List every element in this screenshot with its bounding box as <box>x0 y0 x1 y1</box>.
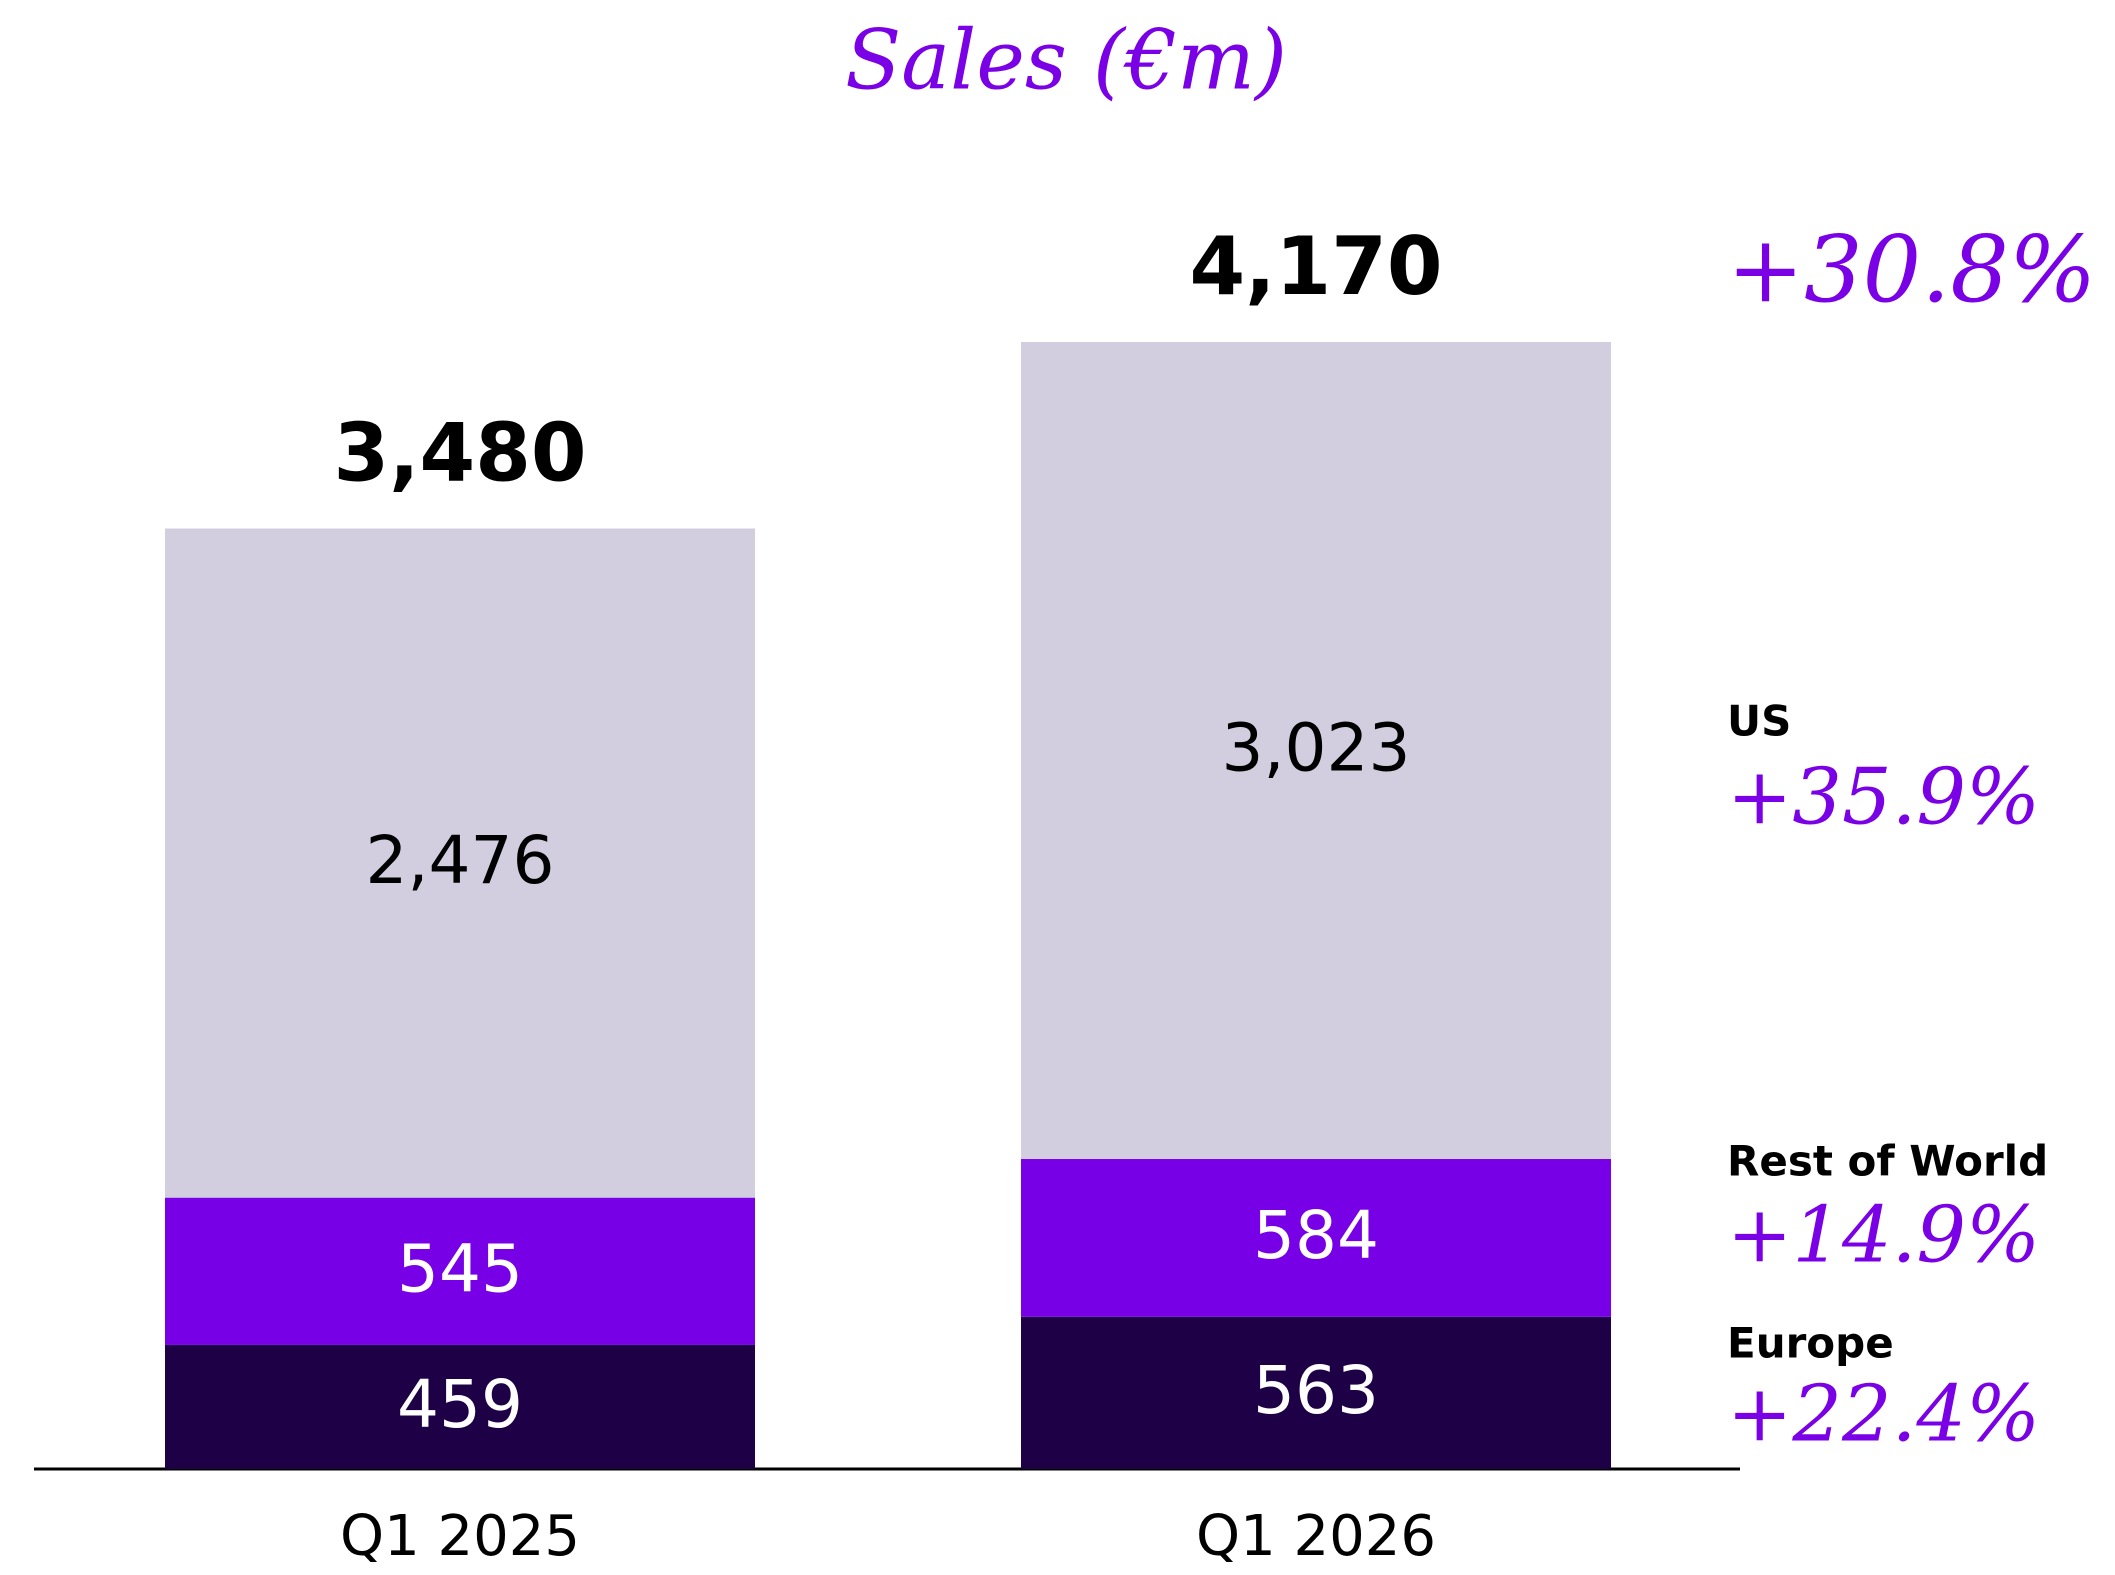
segment-label: 459 <box>397 1366 523 1443</box>
bar-segment <box>165 1197 755 1345</box>
legend-label: Europe <box>1727 1319 1894 1368</box>
x-tick-label: Q1 2026 <box>1196 1504 1436 1569</box>
bar-segment <box>1021 1316 1611 1469</box>
segment-label: 3,023 <box>1222 710 1411 787</box>
total-label: 3,480 <box>333 406 586 499</box>
segment-label: 2,476 <box>366 822 555 899</box>
growth-label: +22.4% <box>1727 1370 2040 1460</box>
segment-label: 584 <box>1253 1197 1379 1274</box>
segment-label: 563 <box>1253 1352 1379 1429</box>
bar-segment <box>165 1344 755 1469</box>
bar-segment <box>1021 342 1611 1160</box>
growth-label: +14.9% <box>1727 1191 2040 1281</box>
x-tick-label: Q1 2025 <box>340 1504 580 1569</box>
total-growth: +30.8% <box>1727 216 2096 323</box>
chart-title: Sales (€m) <box>845 14 1287 109</box>
legend-label: Rest of World <box>1727 1137 2048 1186</box>
segment-label: 545 <box>397 1230 523 1307</box>
bar-segment <box>165 528 755 1198</box>
bar-segment <box>1021 1159 1611 1317</box>
legend-label: US <box>1727 697 1791 746</box>
growth-label: +35.9% <box>1727 753 2040 843</box>
total-label: 4,170 <box>1189 220 1442 313</box>
